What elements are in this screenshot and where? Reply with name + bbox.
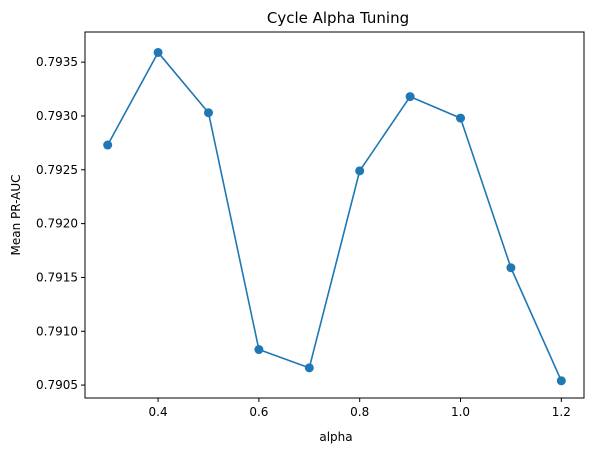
y-tick-label: 0.7915 [36, 270, 78, 284]
x-axis-ticks: 0.4 0.6 0.8 1.0 1.2 [149, 398, 571, 419]
series-group [103, 47, 566, 386]
x-tick-label: 1.2 [552, 405, 571, 419]
data-point [456, 113, 466, 123]
data-point [254, 345, 264, 355]
x-tick-label: 0.4 [149, 405, 168, 419]
x-tick-label: 1.0 [451, 405, 470, 419]
data-point [203, 108, 213, 118]
y-tick-label: 0.7935 [36, 55, 78, 69]
y-tick-label: 0.7905 [36, 378, 78, 392]
x-axis-label: alpha [319, 430, 352, 444]
y-tick-label: 0.7920 [36, 217, 78, 231]
y-axis-ticks: 0.7905 0.7910 0.7915 0.7920 0.7925 0.7930 0.79… [36, 55, 85, 392]
data-point [355, 166, 365, 176]
data-point [556, 376, 566, 386]
y-tick-label: 0.7925 [36, 163, 78, 177]
plot-area [84, 31, 585, 399]
x-tick-label: 0.8 [350, 405, 369, 419]
y-tick-label: 0.7930 [36, 109, 78, 123]
y-tick-label: 0.7910 [36, 324, 78, 338]
data-point [103, 140, 113, 150]
chart-title: Cycle Alpha Tuning [267, 9, 409, 27]
data-point [405, 92, 415, 102]
series-line [106, 51, 563, 382]
data-point [304, 363, 314, 373]
y-axis-label: Mean PR-AUC [9, 174, 23, 255]
x-tick-label: 0.6 [249, 405, 268, 419]
data-point [506, 263, 516, 273]
data-point [153, 47, 163, 57]
